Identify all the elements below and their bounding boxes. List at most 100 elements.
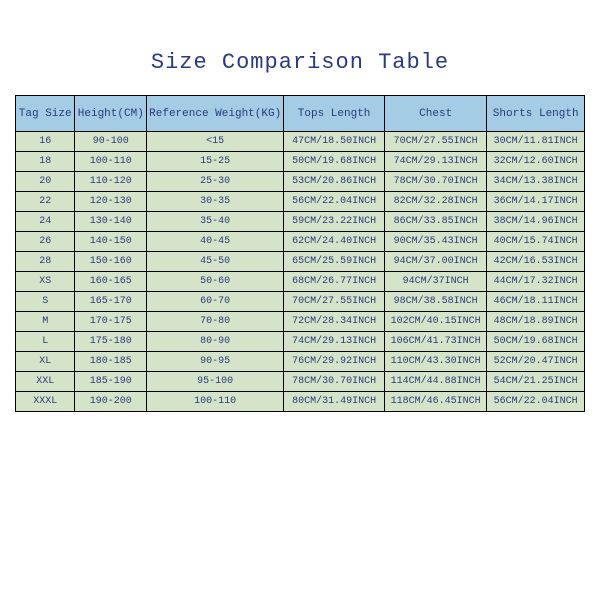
table-cell: 106CM/41.73INCH [385,332,487,352]
table-cell: 90-95 [147,352,284,372]
table-cell: 44CM/17.32INCH [487,272,585,292]
table-cell: 28 [16,252,75,272]
table-cell: 118CM/46.45INCH [385,392,487,412]
table-cell: 72CM/28.34INCH [284,312,385,332]
table-cell: 150-160 [75,252,147,272]
table-row: 28150-16045-5065CM/25.59INCH94CM/37.00IN… [16,252,585,272]
table-cell: S [16,292,75,312]
table-cell: 110-120 [75,172,147,192]
table-cell: 78CM/30.70INCH [284,372,385,392]
table-cell: XXL [16,372,75,392]
table-cell: 114CM/44.88INCH [385,372,487,392]
table-cell: 15-25 [147,152,284,172]
table-cell: 90-100 [75,132,147,152]
table-row: XS160-16550-6068CM/26.77INCH94CM/37INCH4… [16,272,585,292]
table-cell: 53CM/20.86INCH [284,172,385,192]
table-cell: 70CM/27.55INCH [284,292,385,312]
col-header-weight: Reference Weight(KG) [147,96,284,132]
table-cell: 46CM/18.11INCH [487,292,585,312]
table-cell: 50CM/19.68INCH [487,332,585,352]
table-cell: 180-185 [75,352,147,372]
table-cell: 50-60 [147,272,284,292]
table-cell: 82CM/32.28INCH [385,192,487,212]
table-cell: 170-175 [75,312,147,332]
table-cell: 22 [16,192,75,212]
table-cell: 59CM/23.22INCH [284,212,385,232]
table-cell: 24 [16,212,75,232]
table-cell: 34CM/13.38INCH [487,172,585,192]
col-header-tops-length: Tops Length [284,96,385,132]
table-cell: 54CM/21.25INCH [487,372,585,392]
table-cell: 20 [16,172,75,192]
table-row: 24130-14035-4059CM/23.22INCH86CM/33.85IN… [16,212,585,232]
col-header-chest: Chest [385,96,487,132]
table-cell: 130-140 [75,212,147,232]
table-cell: XL [16,352,75,372]
size-comparison-table: Tag Size Height(CM) Reference Weight(KG)… [15,95,585,412]
table-cell: 90CM/35.43INCH [385,232,487,252]
table-cell: 30CM/11.81INCH [487,132,585,152]
table-row: 22120-13030-3556CM/22.04INCH82CM/32.28IN… [16,192,585,212]
table-cell: 70-80 [147,312,284,332]
table-cell: 110CM/43.30INCH [385,352,487,372]
table-cell: 94CM/37.00INCH [385,252,487,272]
table-cell: 74CM/29.13INCH [284,332,385,352]
table-cell: 60-70 [147,292,284,312]
table-cell: 94CM/37INCH [385,272,487,292]
table-cell: 100-110 [147,392,284,412]
table-cell: 35-40 [147,212,284,232]
table-row: XXXL190-200100-11080CM/31.49INCH118CM/46… [16,392,585,412]
table-row: XXL185-19095-10078CM/30.70INCH114CM/44.8… [16,372,585,392]
table-cell: 190-200 [75,392,147,412]
page-title: Size Comparison Table [151,50,449,75]
table-cell: 80CM/31.49INCH [284,392,385,412]
table-row: 20110-12025-3053CM/20.86INCH78CM/30.70IN… [16,172,585,192]
col-header-shorts-length: Shorts Length [487,96,585,132]
table-cell: 98CM/38.58INCH [385,292,487,312]
table-cell: <15 [147,132,284,152]
table-row: XL180-18590-9576CM/29.92INCH110CM/43.30I… [16,352,585,372]
table-cell: 80-90 [147,332,284,352]
table-cell: 30-35 [147,192,284,212]
table-header-row: Tag Size Height(CM) Reference Weight(KG)… [16,96,585,132]
table-row: 1690-100<1547CM/18.50INCH70CM/27.55INCH3… [16,132,585,152]
table-cell: 32CM/12.60INCH [487,152,585,172]
table-cell: 95-100 [147,372,284,392]
table-cell: 185-190 [75,372,147,392]
table-cell: 120-130 [75,192,147,212]
table-cell: 56CM/22.04INCH [284,192,385,212]
table-cell: 45-50 [147,252,284,272]
table-cell: 50CM/19.68INCH [284,152,385,172]
table-cell: L [16,332,75,352]
table-cell: 40CM/15.74INCH [487,232,585,252]
table-cell: 86CM/33.85INCH [385,212,487,232]
table-row: L175-18080-9074CM/29.13INCH106CM/41.73IN… [16,332,585,352]
table-row: 18100-11015-2550CM/19.68INCH74CM/29.13IN… [16,152,585,172]
table-cell: 47CM/18.50INCH [284,132,385,152]
table-cell: 100-110 [75,152,147,172]
table-cell: 26 [16,232,75,252]
table-cell: 65CM/25.59INCH [284,252,385,272]
table-row: S165-17060-7070CM/27.55INCH98CM/38.58INC… [16,292,585,312]
table-body: 1690-100<1547CM/18.50INCH70CM/27.55INCH3… [16,132,585,412]
table-cell: M [16,312,75,332]
table-cell: 70CM/27.55INCH [385,132,487,152]
table-cell: XS [16,272,75,292]
table-cell: 68CM/26.77INCH [284,272,385,292]
table-cell: 36CM/14.17INCH [487,192,585,212]
table-cell: 18 [16,152,75,172]
col-header-height: Height(CM) [75,96,147,132]
table-cell: XXXL [16,392,75,412]
table-cell: 16 [16,132,75,152]
table-cell: 140-150 [75,232,147,252]
col-header-tag-size: Tag Size [16,96,75,132]
table-cell: 52CM/20.47INCH [487,352,585,372]
table-cell: 165-170 [75,292,147,312]
table-cell: 25-30 [147,172,284,192]
table-cell: 102CM/40.15INCH [385,312,487,332]
table-cell: 175-180 [75,332,147,352]
table-cell: 42CM/16.53INCH [487,252,585,272]
table-cell: 62CM/24.40INCH [284,232,385,252]
table-row: M170-17570-8072CM/28.34INCH102CM/40.15IN… [16,312,585,332]
table-row: 26140-15040-4562CM/24.40INCH90CM/35.43IN… [16,232,585,252]
